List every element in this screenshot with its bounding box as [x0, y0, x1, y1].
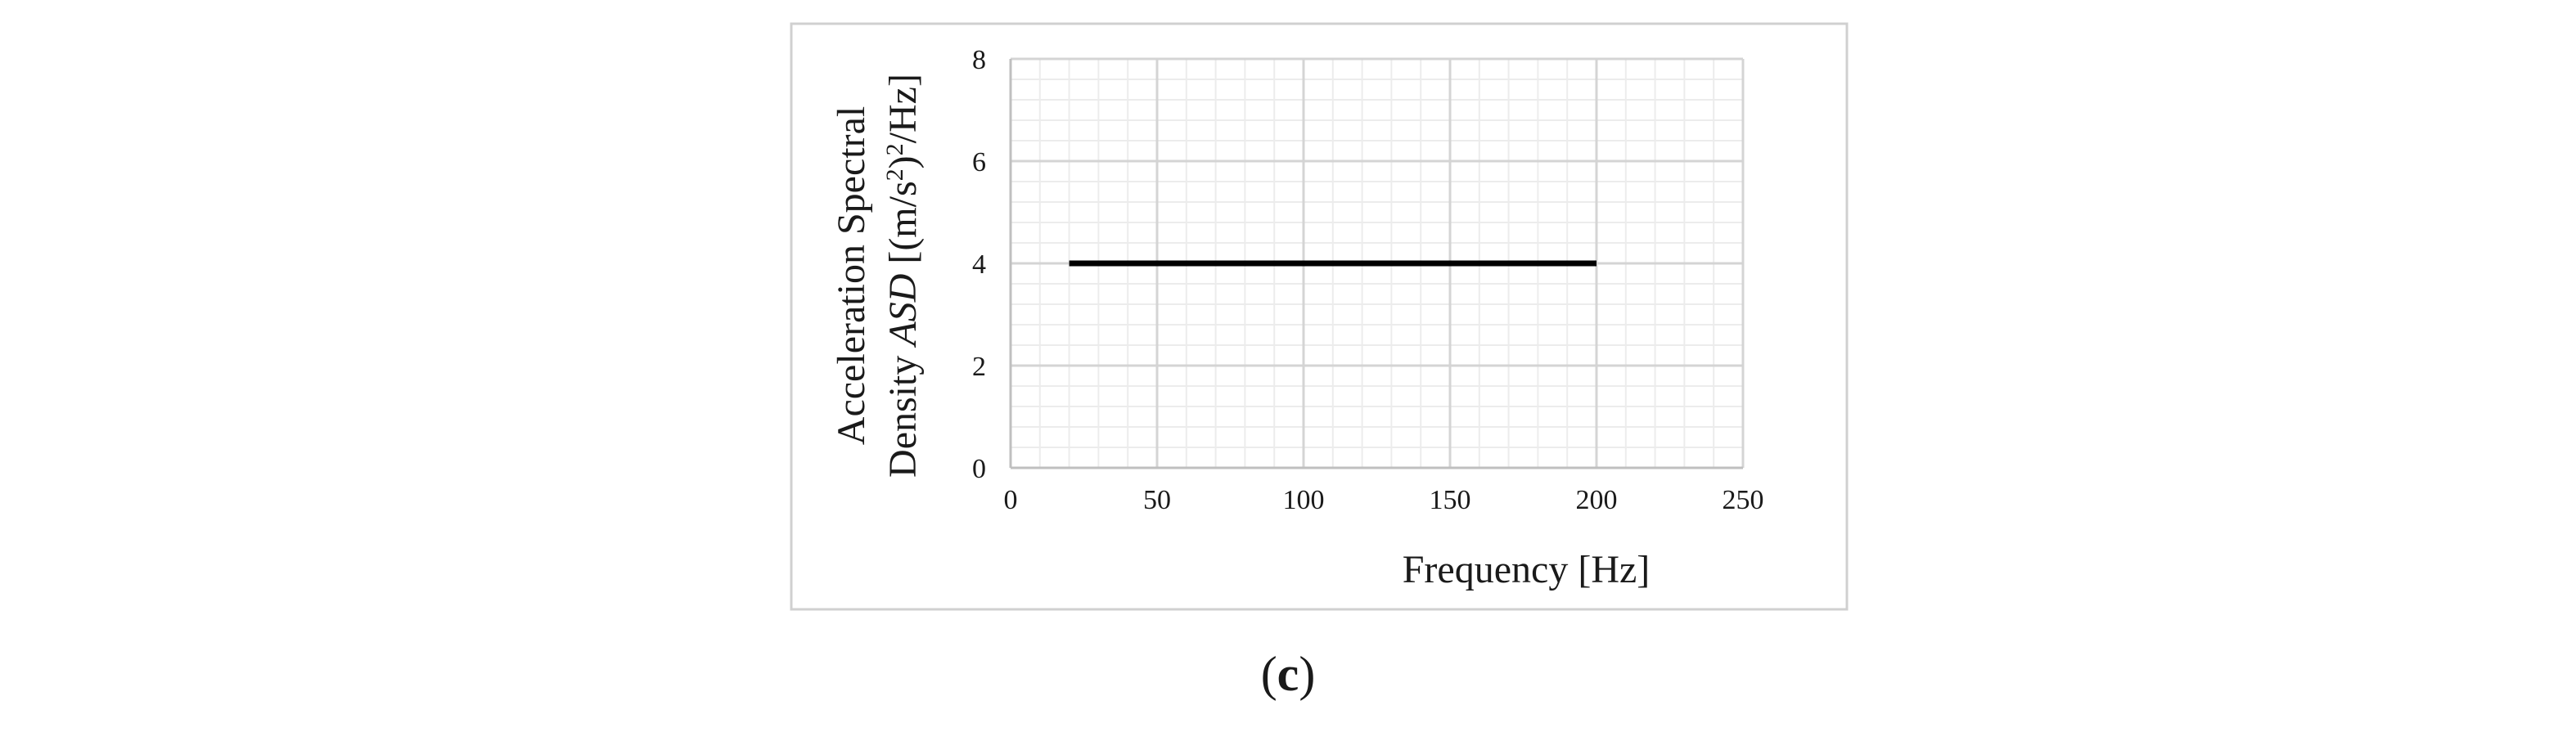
tick-labels: 0 50 100 150 200 250 0 2 4 6 8 — [972, 45, 1764, 515]
x-tick-label: 200 — [1576, 485, 1618, 515]
y-axis-title-line2: Density ASD [(m/s2)2/Hz] — [881, 74, 925, 478]
y-tick-label: 2 — [972, 352, 986, 382]
axes — [1009, 59, 1743, 469]
y-axis-title-line1: Acceleration Spectral — [830, 106, 873, 445]
y-tick-label: 8 — [972, 45, 986, 75]
y-tick-label: 6 — [972, 147, 986, 177]
y-axis-title-prefix: Density — [881, 346, 925, 478]
y-axis-title-unit-close: /Hz] — [881, 74, 925, 143]
chart-frame — [790, 22, 1849, 611]
panel-label-close: ) — [1299, 647, 1316, 701]
y-tick-label: 0 — [972, 454, 986, 484]
y-tick-label: 4 — [972, 249, 986, 280]
panel-label-letter: c — [1277, 647, 1299, 701]
x-axis-title: Frequency [Hz] — [1403, 548, 1651, 591]
y-axis-title-sup: 2 — [881, 168, 908, 181]
y-axis-title-sup2: 2 — [881, 143, 908, 155]
y-axis-title-unit-open: [(m/s — [881, 181, 925, 273]
panel-label-open: ( — [1260, 647, 1277, 701]
panel-label: (c) — [0, 646, 2576, 703]
x-tick-label: 100 — [1283, 485, 1325, 515]
x-tick-label: 0 — [1004, 485, 1018, 515]
x-tick-label: 50 — [1143, 485, 1171, 515]
y-axis-title-unit-mid: ) — [881, 155, 925, 168]
x-tick-label: 150 — [1430, 485, 1471, 515]
y-axis-title-symbol: ASD — [881, 274, 925, 348]
x-tick-label: 250 — [1723, 485, 1764, 515]
y-axis-title: Acceleration Spectral Density ASD [(m/s2… — [830, 74, 925, 478]
